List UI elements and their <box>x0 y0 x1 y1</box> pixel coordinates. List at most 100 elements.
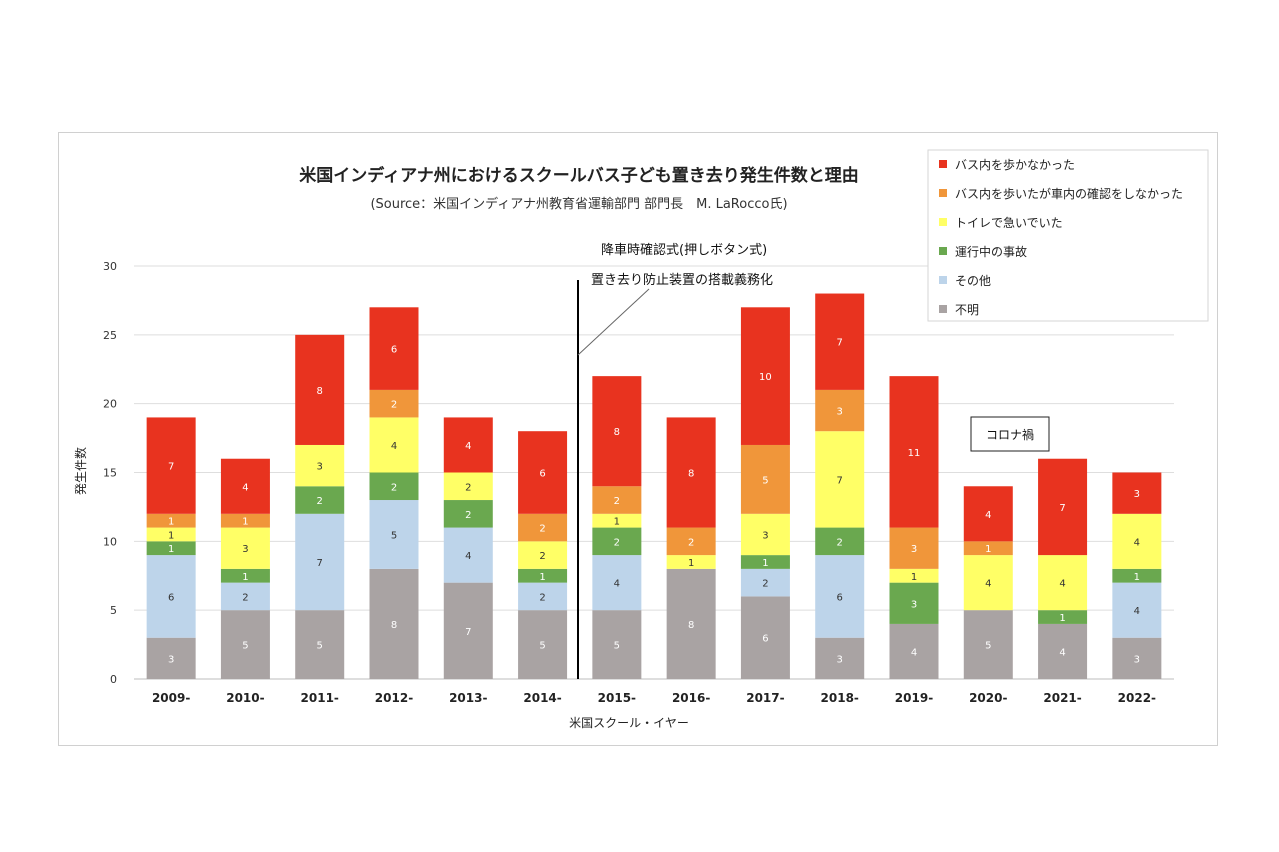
bar-value-label: 1 <box>1134 572 1140 583</box>
bar-value-label: 2 <box>539 592 545 603</box>
bar-value-label: 2 <box>539 551 545 562</box>
bar-value-label: 2 <box>317 496 323 507</box>
bar-segment <box>1038 610 1088 624</box>
bar-value-label: 6 <box>762 634 768 645</box>
bar-value-label: 4 <box>1059 647 1065 658</box>
bar-segment <box>592 610 642 679</box>
chart-frame: 米国インディアナ州におけるスクールバス子ども置き去り発生件数と理由 (Sourc… <box>58 132 1218 746</box>
y-tick-label: 15 <box>103 467 117 480</box>
chart-title: 米国インディアナ州におけるスクールバス子ども置き去り発生件数と理由 <box>299 165 858 186</box>
bar-value-label: 3 <box>1134 654 1140 665</box>
bar-segment <box>1038 623 1088 679</box>
bar-value-label: 5 <box>391 530 397 541</box>
bar-segment <box>518 541 568 569</box>
bar-value-label: 5 <box>985 641 991 652</box>
legend-swatch <box>939 305 947 313</box>
covid-box <box>970 416 1050 452</box>
bar-value-label: 2 <box>391 482 397 493</box>
bar-segment <box>815 555 865 638</box>
legend-swatch <box>939 189 947 197</box>
chart-subtitle: (Source：米国インディアナ州教育省運輸部門 部門長 M. LaRocco氏… <box>370 196 787 212</box>
bar-segment <box>295 513 345 611</box>
y-tick-label: 5 <box>110 604 117 617</box>
bar-value-label: 5 <box>614 641 620 652</box>
bar-value-label: 4 <box>1134 537 1140 548</box>
bar-segment <box>443 417 493 473</box>
bar-value-label: 8 <box>688 620 694 631</box>
bar-value-label: 2 <box>391 400 397 411</box>
bar-segment <box>889 623 939 679</box>
x-tick-label: 2022- <box>1118 691 1156 705</box>
bar-segment <box>1112 568 1162 583</box>
bars <box>146 293 1162 679</box>
x-axis-label: 米国スクール・イヤー <box>569 716 689 730</box>
bar-value-label: 3 <box>168 654 174 665</box>
legend: バス内を歩かなかったバス内を歩いたが車内の確認をしなかったトイレで急いでいた運行… <box>927 149 1209 322</box>
bar-segment <box>369 472 419 501</box>
bar-value-label: 4 <box>465 551 471 562</box>
bar-value-label: 1 <box>985 544 991 555</box>
y-tick-label: 25 <box>103 329 117 342</box>
annotation-button-type: 降車時確認式(押しボタン式) <box>601 242 767 258</box>
grid-lines <box>134 265 1174 680</box>
bar-value-label: 3 <box>911 544 917 555</box>
bar-value-label: 4 <box>242 482 248 493</box>
legend-label: トイレで急いでいた <box>955 215 1063 230</box>
bar-value-label: 2 <box>614 496 620 507</box>
bar-value-label: 2 <box>242 592 248 603</box>
bar-segment <box>295 486 345 514</box>
bar-segment <box>666 527 716 556</box>
bar-value-label: 2 <box>465 482 471 493</box>
bar-segment <box>592 527 642 556</box>
bar-value-label: 4 <box>985 510 991 521</box>
bar-value-label: 7 <box>465 627 471 638</box>
bar-segment <box>518 513 568 542</box>
bar-value-label: 1 <box>614 517 620 528</box>
bar-segment <box>740 555 790 569</box>
legend-label: バス内を歩いたが車内の確認をしなかった <box>955 186 1183 201</box>
bar-segment <box>963 486 1013 542</box>
bar-value-label: 4 <box>911 647 917 658</box>
x-tick-label: 2009- <box>152 691 190 705</box>
bar-segment <box>1112 582 1162 638</box>
x-tick-label: 2011- <box>301 691 339 705</box>
x-tick-label: 2013- <box>449 691 487 705</box>
bar-segment <box>740 513 790 556</box>
bar-value-label: 8 <box>391 620 397 631</box>
x-tick-label: 2014- <box>523 691 561 705</box>
x-tick-label: 2016- <box>672 691 710 705</box>
bar-value-label: 6 <box>391 345 397 356</box>
bar-segment <box>146 637 196 679</box>
bar-segment <box>443 500 493 528</box>
x-tick-label: 2018- <box>821 691 859 705</box>
bar-segment <box>1112 637 1162 679</box>
bar-segment <box>592 376 642 487</box>
bar-segment <box>1112 513 1162 569</box>
y-tick-label: 0 <box>110 673 117 686</box>
bar-segment <box>369 500 419 569</box>
y-axis-label: 発生件数 <box>73 447 88 495</box>
bar-value-label: 4 <box>1134 606 1140 617</box>
bar-value-label: 5 <box>317 641 323 652</box>
bar-value-label: 7 <box>837 475 843 486</box>
legend-label: その他 <box>955 274 991 288</box>
segment-labels: 3611175213145723885242674224521226542128… <box>168 338 1140 666</box>
bar-segment <box>889 527 939 569</box>
legend-swatch <box>939 276 947 284</box>
bar-value-label: 1 <box>168 517 174 528</box>
bar-value-label: 6 <box>168 592 174 603</box>
bar-value-label: 10 <box>759 372 772 383</box>
bar-value-label: 4 <box>391 441 397 452</box>
bar-segment <box>295 444 345 487</box>
bar-segment <box>815 527 865 556</box>
bar-value-label: 6 <box>539 469 545 480</box>
bar-segment <box>146 527 196 542</box>
legend-items: バス内を歩かなかったバス内を歩いたが車内の確認をしなかったトイレで急いでいた運行… <box>939 157 1183 317</box>
y-tick-label: 20 <box>103 398 117 411</box>
bar-value-label: 1 <box>242 572 248 583</box>
bar-segment <box>963 555 1013 611</box>
bar-segment <box>518 568 568 583</box>
legend-label: 運行中の事故 <box>955 244 1027 259</box>
bar-segment <box>220 527 270 569</box>
bar-segment <box>220 458 270 514</box>
